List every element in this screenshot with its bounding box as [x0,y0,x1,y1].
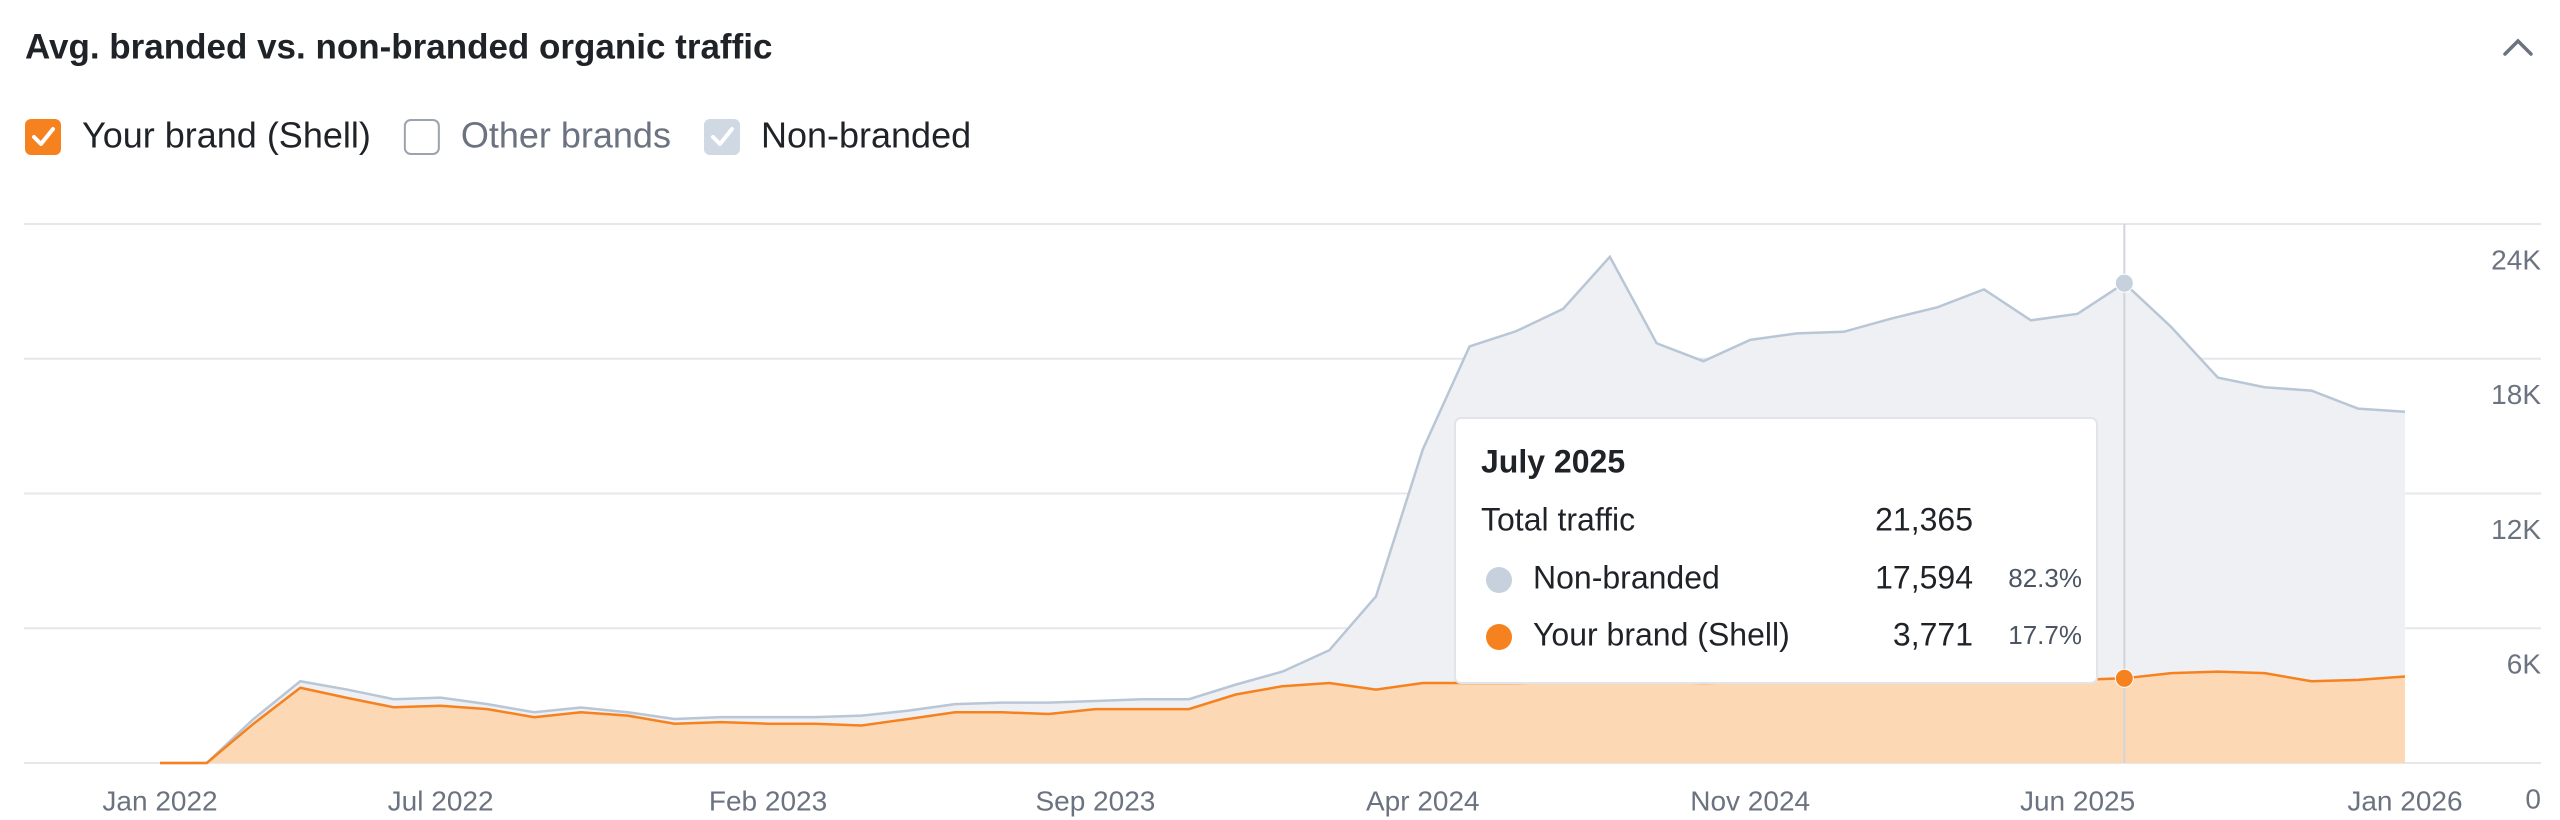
x-tick-label: Jul 2022 [388,785,494,816]
tooltip-series-name: Non-branded [1533,559,1720,595]
y-tick-label: 12K [2491,514,2541,545]
area [160,671,2405,763]
checkmark [32,127,55,146]
checkbox [25,119,61,155]
x-tick-label: Sep 2023 [1035,785,1155,816]
hover-point [2114,668,2134,688]
x-tick-label: Apr 2024 [1366,785,1480,816]
tooltip-share: 82.3% [2008,563,2082,593]
y-tick-label: 6K [2507,649,2542,680]
y-tick-label: 0 [2525,783,2541,814]
tooltip-box [1454,417,2098,684]
tooltip: July 2025 Total traffic 21,365 Non-branded 1… [1454,417,2098,684]
legend-label: Non-branded [761,115,971,156]
x-tick-label: Feb 2023 [709,785,827,816]
tooltip-value: 17,594 [1875,559,1973,595]
x-tick-label: Nov 2024 [1690,785,1810,816]
legend: Your brand (Shell) Other brands Non-brande… [25,115,971,156]
x-tick-label: Jan 2026 [2347,785,2462,816]
collapse-button[interactable] [2503,38,2533,56]
hover-point [2114,273,2134,293]
tooltip-series-name: Your brand (Shell) [1533,616,1790,652]
y-tick-label: 24K [2491,244,2541,275]
checkmark [710,127,734,146]
chart-title: Avg. branded vs. non-branded organic tra… [25,27,772,66]
checkbox [703,119,740,155]
line [160,254,2406,765]
legend-label: Your brand (Shell) [82,115,371,156]
checkbox [403,119,440,155]
tooltip-share: 17.7% [2008,620,2082,650]
tooltip-dot [1486,567,1512,593]
tooltip-dot [1486,624,1512,650]
legend-label: Other brands [461,115,671,156]
tooltip-title: July 2025 [1481,443,1625,479]
x-tick-label: Jun 2025 [2020,785,2135,816]
legend-item[interactable]: Non-branded [703,115,971,156]
y-tick-label: 18K [2491,379,2541,410]
legend-item[interactable]: Other brands [403,115,671,156]
legend-item[interactable]: Your brand (Shell) [25,115,371,156]
tooltip-total: 21,365 [1875,501,1973,537]
tooltip-value: 3,771 [1893,616,1973,652]
x-tick-label: Jan 2022 [102,785,217,816]
tooltip-total-name: Total traffic [1481,501,1635,537]
